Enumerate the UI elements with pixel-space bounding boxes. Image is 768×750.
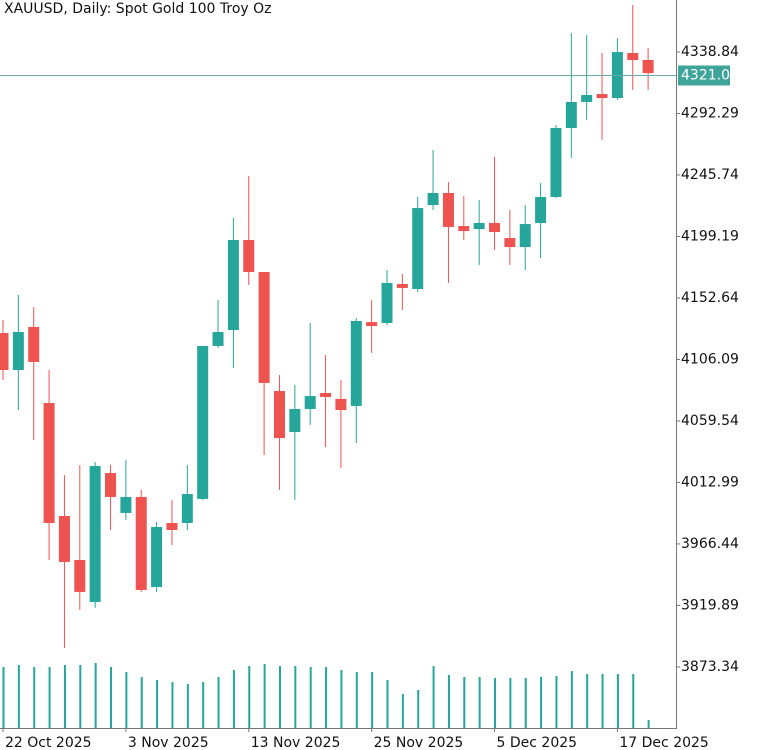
candle-body [151,526,163,588]
x-tick-label: 17 Dec 2025 [619,735,708,750]
candle-body [197,345,209,499]
current-price-label: 4321.05 [681,67,739,83]
x-tick-label: 3 Nov 2025 [128,735,209,750]
y-tick-label: 4106.09 [681,351,739,367]
candle-body [43,403,55,523]
candle-body [335,398,347,411]
candle-body [227,240,239,330]
candle-body [28,326,40,362]
y-tick-label: 4012.99 [681,474,739,490]
candle-body [642,59,654,74]
y-tick-label: 3919.89 [681,597,739,613]
chart-title: XAUUSD, Daily: Spot Gold 100 Troy Oz [4,1,272,17]
candle-body [74,559,86,592]
candle-body [473,222,485,230]
candle-body [0,333,9,371]
candle-body [366,322,378,327]
candle-body [105,473,117,497]
candle-body [350,321,362,406]
candle-body [166,522,178,530]
candle-body [550,128,562,197]
candle-body [504,238,516,248]
candle-body [273,391,285,439]
y-tick-label: 4059.54 [681,413,739,429]
x-tick-label: 5 Dec 2025 [497,735,578,750]
candle-body [304,396,316,409]
candle-body [181,494,193,523]
candle-body [135,496,147,590]
candle-body [427,192,439,206]
x-tick-label: 25 Nov 2025 [374,735,464,750]
x-tick-label: 22 Oct 2025 [5,735,92,750]
candle-body [489,222,501,232]
candle-body [289,408,301,432]
candle-body [243,240,255,272]
candle-body [565,101,577,129]
candle-body [320,392,332,397]
candle-body [58,515,70,562]
current-price-box [678,65,730,86]
candle-body [581,94,593,102]
candle-body [120,496,132,513]
candle-body [596,94,608,99]
candle-body [89,466,101,602]
y-tick-label: 4338.84 [681,44,739,60]
candle-body [458,226,470,232]
candle-body [519,224,531,248]
candle-body [412,208,424,290]
y-tick-label: 4152.64 [681,290,739,306]
candle-body [535,196,547,223]
candle-body [381,282,393,323]
candle-body [12,331,24,371]
candle-body [442,192,454,227]
candle-body [627,52,639,60]
y-tick-label: 4199.19 [681,228,739,244]
candle-body [258,271,270,383]
y-tick-label: 4245.74 [681,167,739,183]
candle-body [212,331,224,346]
y-tick-label: 3966.44 [681,536,739,552]
candle-body [396,284,408,288]
y-tick-label: 4292.29 [681,105,739,121]
y-tick-label: 3873.34 [681,659,739,675]
x-tick-label: 13 Nov 2025 [251,735,341,750]
